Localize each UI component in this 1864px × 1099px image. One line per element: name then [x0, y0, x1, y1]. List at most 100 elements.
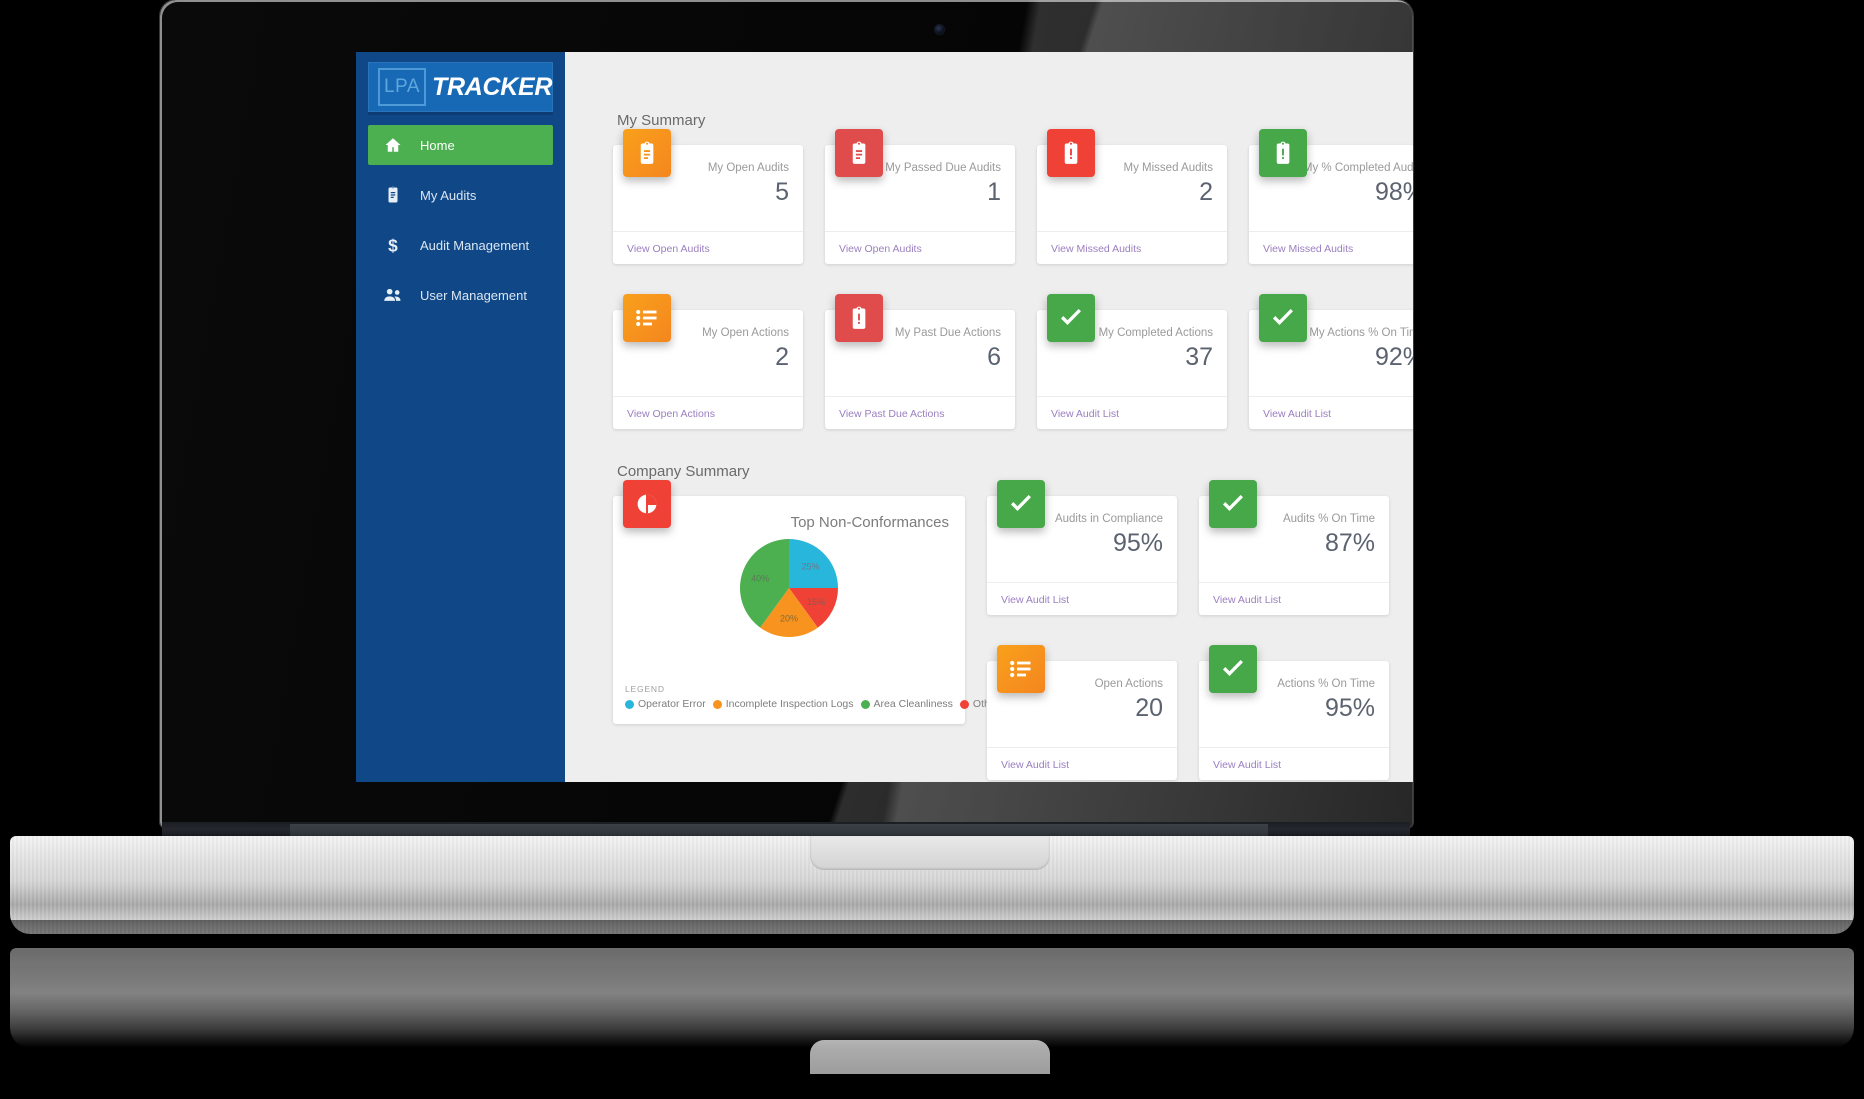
card-body: Open Actions 20: [987, 661, 1177, 747]
card-label: My Actions % On Time: [1309, 327, 1413, 339]
sidebar-item-label-user-management: User Management: [420, 287, 527, 303]
card-body: My Actions % On Time 92%: [1249, 310, 1413, 396]
main-content: 5 My Summary: [565, 52, 1413, 782]
laptop-base-shadow: [10, 920, 1854, 942]
card-value: 92%: [1374, 343, 1413, 371]
svg-text:$: $: [388, 235, 398, 255]
check-icon: [1209, 645, 1257, 693]
company-summary-grid: Top Non-Conformances: [613, 480, 1413, 782]
company-cards-grid: Audits in Compliance 95% View Audit List: [987, 480, 1389, 782]
card-label: My Missed Audits: [1123, 162, 1213, 174]
card-body: Actions % On Time 95%: [1199, 661, 1389, 747]
card-footer: View Audit List: [987, 747, 1177, 780]
card-audits-percent-on-time[interactable]: Audits % On Time 87% View Audit List: [1199, 480, 1389, 615]
sidebar-item-user-management[interactable]: User Management: [368, 275, 553, 315]
card-value: 37: [1185, 343, 1213, 371]
list-icon: [623, 294, 671, 342]
card-footer: View Audit List: [1199, 747, 1389, 780]
card-top-non-conformances[interactable]: Top Non-Conformances: [613, 480, 999, 724]
card-footer: View Missed Audits: [1037, 231, 1227, 264]
pie-slice-incomplete-inspection-logs: [760, 588, 818, 637]
clipboard-alert-icon: [1047, 129, 1095, 177]
home-icon: [382, 134, 404, 156]
card-footer: View Open Audits: [825, 231, 1015, 264]
card-link[interactable]: View Audit List: [1051, 408, 1120, 420]
legend-color-swatch: [860, 699, 870, 709]
card-link[interactable]: View Audit List: [1263, 408, 1332, 420]
card-body: My Past Due Actions 6: [825, 310, 1015, 396]
card-my-past-due-actions[interactable]: My Past Due Actions 6 View Past Due Acti…: [825, 294, 1015, 429]
card-value: 95%: [1112, 529, 1163, 557]
legend-item: Incomplete Inspection Logs: [712, 698, 854, 710]
card-link[interactable]: View Audit List: [1213, 594, 1282, 606]
sidebar-item-home[interactable]: Home: [368, 125, 553, 165]
card-link[interactable]: View Audit List: [1001, 759, 1070, 771]
card-label: Audits % On Time: [1282, 513, 1375, 525]
card-link[interactable]: View Audit List: [1001, 594, 1070, 606]
clipboard-alert-icon: [1259, 129, 1307, 177]
card-label: Actions % On Time: [1277, 678, 1375, 690]
card-open-actions[interactable]: Open Actions 20 View Audit List: [987, 645, 1177, 780]
card-my-actions-percent-on-time[interactable]: My Actions % On Time 92% View Audit List: [1249, 294, 1413, 429]
card-value: 95%: [1324, 694, 1375, 722]
clipboard-icon: [382, 184, 404, 206]
card-actions-percent-on-time[interactable]: Actions % On Time 95% View Audit List: [1199, 645, 1389, 780]
card-footer: View Past Due Actions: [825, 396, 1015, 429]
card-label: My Past Due Actions: [894, 327, 1001, 339]
card-link[interactable]: View Missed Audits: [1051, 243, 1142, 255]
card-value: 20: [1135, 694, 1163, 722]
sidebar-item-label-audit-management: Audit Management: [420, 237, 530, 253]
users-icon: [382, 284, 404, 306]
card-footer: View Open Actions: [613, 396, 803, 429]
pie-chart-svg: 25% 15% 20% 40%: [740, 539, 838, 637]
dollar-icon: $: [382, 234, 404, 256]
card-audits-in-compliance[interactable]: Audits in Compliance 95% View Audit List: [987, 480, 1177, 615]
card-my-open-actions[interactable]: My Open Actions 2 View Open Actions: [613, 294, 803, 429]
card-value: 2: [775, 343, 789, 371]
laptop-reflection: [10, 948, 1854, 1048]
legend-item: Operator Error: [625, 698, 706, 710]
sidebar-item-label-my-audits: My Audits: [420, 187, 477, 203]
sidebar-item-audit-management[interactable]: $ Audit Management: [368, 225, 553, 265]
card-value: 5: [775, 178, 789, 206]
pie-slice-area-cleanliness: [740, 539, 789, 628]
my-summary-grid: My Open Audits 5 View Open Audits: [613, 129, 1413, 453]
chart-legend: Operator Error Incomplete Inspection Log…: [613, 698, 999, 710]
card-link[interactable]: View Open Audits: [627, 243, 710, 255]
card-my-passed-due-audits[interactable]: My Passed Due Audits 1 View Open Audits: [825, 129, 1015, 264]
card-my-missed-audits[interactable]: My Missed Audits 2 View Missed Audits: [1037, 129, 1227, 264]
card-link[interactable]: View Missed Audits: [1263, 243, 1354, 255]
sidebar-item-my-audits[interactable]: My Audits: [368, 175, 553, 215]
legend-item: Area Cleanliness: [860, 698, 953, 710]
card-body: My Completed Actions 37: [1037, 310, 1227, 396]
webcam-icon: [935, 25, 944, 34]
card-footer: View Audit List: [1037, 396, 1227, 429]
card-body: Audits % On Time 87%: [1199, 496, 1389, 582]
legend-label: Incomplete Inspection Logs: [725, 698, 854, 710]
laptop-lid: LPA TRACKER Home My Audits: [160, 0, 1413, 828]
card-footer: View Audit List: [987, 582, 1177, 615]
card-my-percent-completed-audits[interactable]: My % Completed Audits 98% View Missed Au…: [1249, 129, 1413, 264]
sidebar-item-label-home: Home: [420, 137, 455, 153]
card-link[interactable]: View Open Audits: [839, 243, 922, 255]
app-logo[interactable]: LPA TRACKER: [368, 62, 553, 115]
logo-tracker-text: TRACKER: [432, 72, 553, 101]
card-my-open-audits[interactable]: My Open Audits 5 View Open Audits: [613, 129, 803, 264]
card-value: 2: [1199, 178, 1213, 206]
card-label: Audits in Compliance: [1054, 513, 1163, 525]
card-value: 87%: [1324, 529, 1375, 557]
legend-color-swatch: [712, 699, 722, 709]
card-link[interactable]: View Audit List: [1213, 759, 1282, 771]
card-body: Audits in Compliance 95%: [987, 496, 1177, 582]
pie-label-area-cleanliness: 40%: [751, 574, 769, 584]
card-my-completed-actions[interactable]: My Completed Actions 37 View Audit List: [1037, 294, 1227, 429]
dashboard-content: My Summary My Open Audits 5: [565, 96, 1413, 782]
card-link[interactable]: View Open Actions: [627, 408, 715, 420]
check-icon: [997, 480, 1045, 528]
laptop-screen: LPA TRACKER Home My Audits: [356, 52, 1413, 782]
card-label: Open Actions: [1094, 678, 1163, 690]
legend-label: Operator Error: [638, 698, 706, 710]
card-link[interactable]: View Past Due Actions: [839, 408, 945, 420]
card-body: My Open Audits 5: [613, 145, 803, 231]
